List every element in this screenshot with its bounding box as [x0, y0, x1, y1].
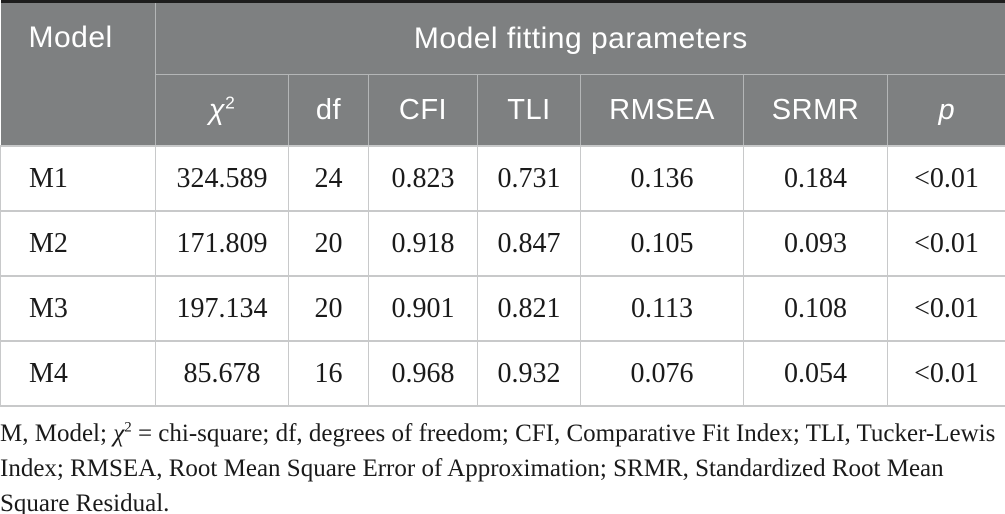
- col-header-group: Model fitting parameters: [155, 1, 1005, 75]
- cell-p: <0.01: [886, 340, 1005, 407]
- cell-rmsea: 0.113: [580, 275, 744, 342]
- chi-superscript: 2: [225, 91, 236, 112]
- cell-p: <0.01: [886, 210, 1005, 277]
- col-header-p: p: [886, 74, 1005, 146]
- footnote-text-pre: M, Model;: [0, 420, 114, 447]
- cell-df: 20: [288, 275, 369, 342]
- cell-rmsea: 0.136: [580, 145, 744, 212]
- cell-srmr: 0.184: [743, 145, 888, 212]
- cell-model: M1: [0, 145, 156, 212]
- cell-tli: 0.731: [477, 145, 581, 212]
- table-body: M1 324.589 24 0.823 0.731 0.136 0.184 <0…: [0, 145, 1005, 407]
- model-fit-table: Model Model fitting parameters χ2 df CFI…: [0, 0, 1005, 407]
- cell-df: 24: [288, 145, 369, 212]
- cell-rmsea: 0.105: [580, 210, 744, 277]
- cell-df: 16: [288, 340, 369, 407]
- cell-srmr: 0.054: [743, 340, 888, 407]
- cell-rmsea: 0.076: [580, 340, 744, 407]
- col-header-df: df: [288, 74, 369, 146]
- table-footnote: M, Model; χ2 = chi-square; df, degrees o…: [0, 416, 1005, 514]
- cell-cfi: 0.968: [368, 340, 478, 407]
- table-row-m1: M1 324.589 24 0.823 0.731 0.136 0.184 <0…: [0, 145, 1005, 212]
- footnote-text-post: = chi-square; df, degrees of freedom; CF…: [0, 420, 996, 514]
- cell-chi-square: 85.678: [155, 340, 289, 407]
- col-header-model: Model: [0, 1, 156, 146]
- col-header-tli: TLI: [477, 74, 581, 146]
- cell-tli: 0.932: [477, 340, 581, 407]
- cell-cfi: 0.918: [368, 210, 478, 277]
- cell-srmr: 0.093: [743, 210, 888, 277]
- cell-p: <0.01: [886, 145, 1005, 212]
- col-header-rmsea: RMSEA: [580, 74, 744, 146]
- cell-tli: 0.821: [477, 275, 581, 342]
- col-header-cfi: CFI: [368, 74, 478, 146]
- cell-chi-square: 171.809: [155, 210, 289, 277]
- table-row-m4: M4 85.678 16 0.968 0.932 0.076 0.054 <0.…: [0, 340, 1005, 407]
- table-header: Model Model fitting parameters χ2 df CFI…: [0, 1, 1005, 146]
- cell-model: M4: [0, 340, 156, 407]
- cell-p: <0.01: [886, 275, 1005, 342]
- chi-symbol: χ: [113, 420, 125, 447]
- cell-model: M2: [0, 210, 156, 277]
- header-row-metrics: χ2 df CFI TLI RMSEA SRMR p: [1, 74, 1005, 146]
- col-header-srmr: SRMR: [743, 74, 888, 146]
- header-row-group: Model Model fitting parameters: [0, 1, 1005, 146]
- cell-srmr: 0.108: [743, 275, 888, 342]
- col-header-chi-square: χ2: [155, 74, 289, 146]
- cell-model: M3: [0, 275, 156, 342]
- table-row-m3: M3 197.134 20 0.901 0.821 0.113 0.108 <0…: [0, 275, 1005, 342]
- cell-cfi: 0.823: [368, 145, 478, 212]
- cell-df: 20: [288, 210, 369, 277]
- cell-tli: 0.847: [477, 210, 581, 277]
- cell-cfi: 0.901: [368, 275, 478, 342]
- chi-symbol: χ: [208, 93, 226, 126]
- table-row-m2: M2 171.809 20 0.918 0.847 0.105 0.093 <0…: [0, 210, 1005, 277]
- cell-chi-square: 324.589: [155, 145, 289, 212]
- cell-chi-square: 197.134: [155, 275, 289, 342]
- chi-superscript: 2: [124, 419, 132, 436]
